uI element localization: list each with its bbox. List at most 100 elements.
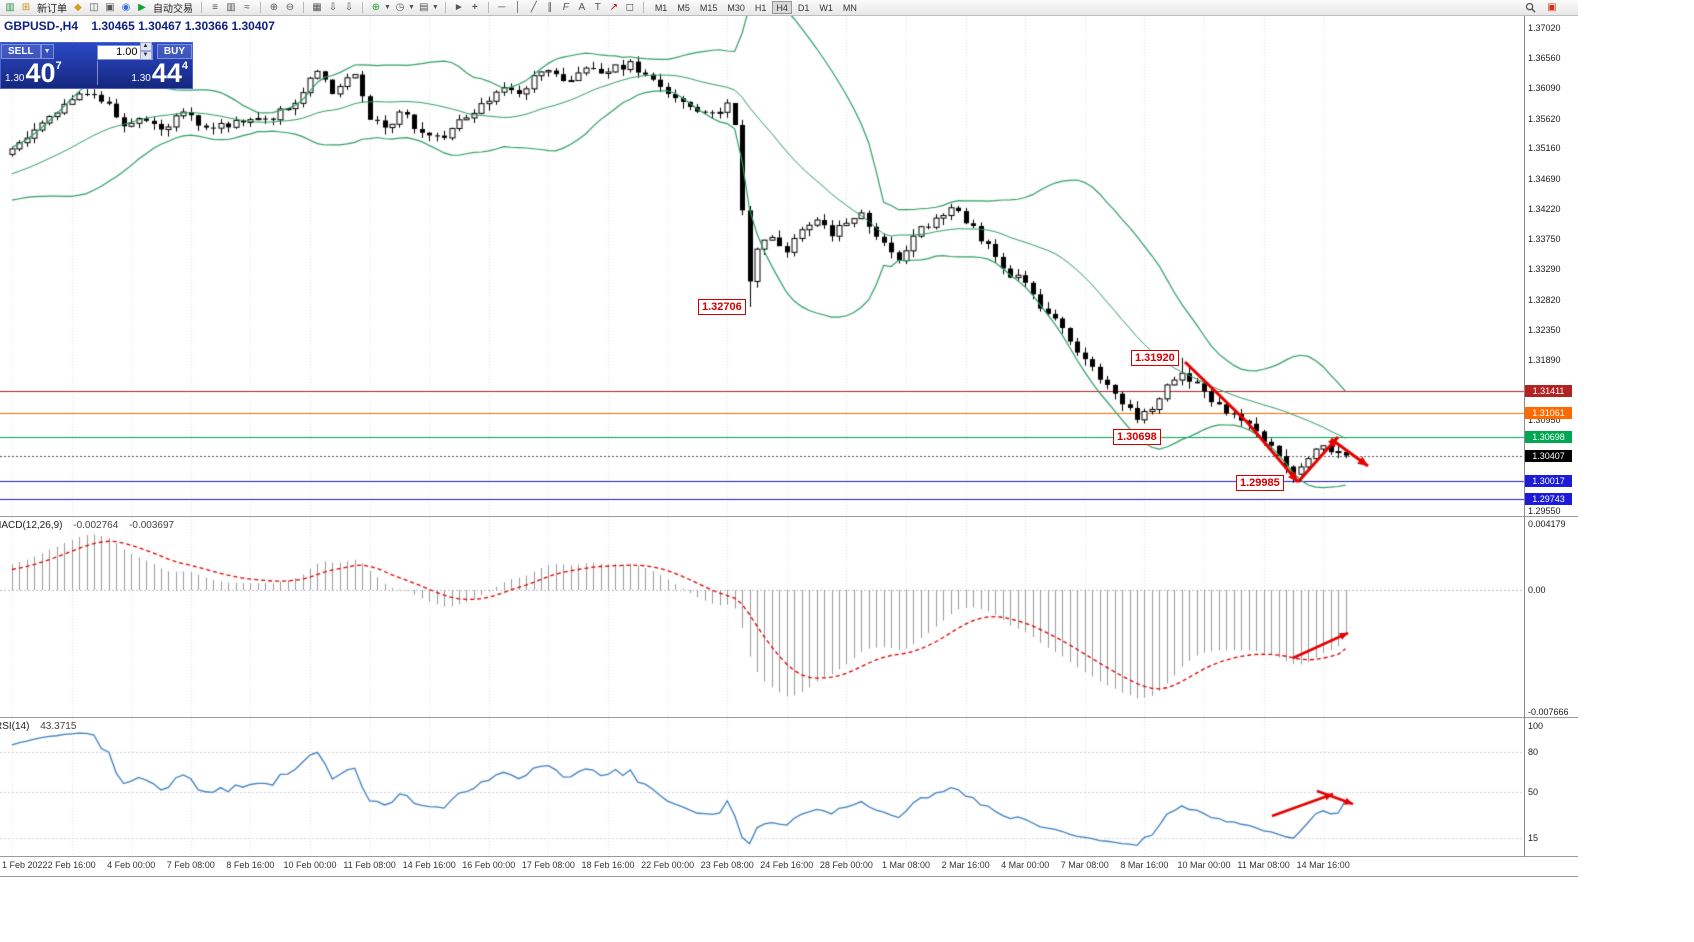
time-axis-label: 2 Feb 16:00: [47, 860, 96, 870]
crosshair-icon[interactable]: +: [471, 1, 478, 13]
panel-divider[interactable]: [0, 516, 1578, 517]
zoom-in-icon[interactable]: ⊕: [269, 1, 279, 13]
horizontal-line-icon[interactable]: ─: [498, 1, 506, 13]
price-axis-tick: 1.30950: [1528, 415, 1561, 426]
separator: [362, 2, 363, 13]
timeframe-D1[interactable]: D1: [797, 3, 810, 13]
timeframe-M30[interactable]: M30: [727, 3, 745, 13]
price-axis-tick: 1.34690: [1528, 173, 1561, 184]
chart-shift-icon[interactable]: ▣: [105, 1, 115, 13]
auto-trading-icon[interactable]: ▶: [138, 1, 146, 13]
chart-window-icon[interactable]: ◫: [89, 1, 99, 13]
ask-price[interactable]: 1.30 44 4: [131, 60, 188, 87]
add-indicator-icon[interactable]: ⊕: [371, 1, 381, 13]
rsi-axis-tick: 100: [1528, 720, 1544, 731]
shield-icon[interactable]: ◆: [74, 1, 82, 13]
timeframe-MN[interactable]: MN: [842, 3, 857, 13]
panel-divider: [0, 876, 1578, 877]
volume-presets-button[interactable]: ▼: [40, 43, 54, 59]
candlestick-chart-icon[interactable]: ▥: [226, 1, 236, 13]
panel-divider: [0, 856, 1578, 857]
trendline-icon[interactable]: ╱: [530, 1, 537, 13]
timeframe-W1[interactable]: W1: [819, 3, 833, 13]
chart-shift-end-icon[interactable]: ⇩: [344, 1, 354, 13]
macd-axis-tick: 0.00: [1528, 585, 1546, 596]
auto-trading-button[interactable]: 自动交易: [153, 4, 193, 15]
chevron-down-icon[interactable]: ▼: [407, 4, 415, 11]
time-axis-label: 11 Feb 08:00: [343, 860, 396, 870]
chevron-down-icon[interactable]: ▼: [384, 4, 391, 11]
main-chart-canvas[interactable]: [0, 16, 1524, 516]
bid-ask-divider: [96, 61, 98, 85]
bid-prefix: 1.30: [5, 73, 25, 84]
volume-control: ▲ ▼: [96, 42, 153, 60]
arrow-tool-icon[interactable]: ↗: [609, 1, 618, 13]
time-axis-label: 1 Feb 2022: [2, 860, 48, 870]
zoom-out-icon[interactable]: ⊖: [285, 1, 295, 13]
separator: [201, 2, 202, 13]
rsi-value: 43.3715: [40, 721, 77, 732]
chart-title: GBPUSD-,H4 1.30465 1.30467 1.30366 1.304…: [4, 19, 275, 33]
bid-price[interactable]: 1.30 40 7: [5, 60, 62, 87]
time-axis[interactable]: 1 Feb 2022 2 Feb 16:00 4 Feb 00:00 7 Feb 08…: [0, 857, 1524, 876]
timeframe-M1[interactable]: M1: [654, 3, 668, 13]
macd-value: -0.002764: [73, 520, 119, 531]
rsi-axis-tick: 15: [1528, 832, 1539, 843]
cursor-icon[interactable]: ►: [453, 1, 464, 13]
timeframe-H1[interactable]: H1: [754, 3, 767, 13]
period-selector-icon[interactable]: ◷: [395, 1, 405, 13]
channel-icon[interactable]: ∥: [547, 1, 553, 13]
rsi-label: RSI(14) 43.3715: [0, 721, 76, 732]
alert-icon[interactable]: ▣: [1547, 1, 1557, 13]
search-icon[interactable]: [1523, 1, 1537, 15]
symbol-period-label: GBPUSD-,H4: [4, 19, 79, 33]
panel-divider[interactable]: [0, 717, 1578, 718]
headset-icon[interactable]: ◉: [121, 1, 131, 13]
main-toolbar: ▥ ⊞ 新订单 ◆ ◫ ▣ ◉ ▶ 自动交易 ≡ ▥ ≈ ⊕ ⊖ ▦ ⇩ ⇩ ⊕…: [0, 0, 1578, 16]
price-badge: 1.30698: [1525, 430, 1572, 443]
new-order-icon[interactable]: ⊞: [21, 1, 31, 13]
separator: [444, 2, 446, 13]
tile-windows-icon[interactable]: ▦: [312, 1, 322, 13]
shapes-icon[interactable]: ◻: [625, 1, 634, 13]
template-icon[interactable]: ▤: [419, 1, 429, 13]
time-axis-label: 23 Feb 08:00: [700, 860, 754, 870]
buy-button[interactable]: BUY: [156, 43, 192, 59]
volume-increase-button[interactable]: ▲: [139, 42, 152, 51]
time-axis-label: 14 Feb 16:00: [402, 860, 456, 870]
separator: [303, 2, 304, 13]
fibonacci-icon[interactable]: F: [562, 1, 569, 13]
price-axis-tick: 1.33750: [1528, 234, 1561, 245]
price-badge: 1.31061: [1525, 407, 1572, 420]
price-axis-tick: 1.31890: [1528, 354, 1561, 365]
macd-signal-value: -0.003697: [129, 520, 175, 531]
volume-spinner: ▲ ▼: [139, 42, 152, 60]
chevron-down-icon[interactable]: ▼: [431, 4, 439, 11]
volume-input[interactable]: [96, 44, 153, 60]
line-chart-icon[interactable]: ≈: [244, 1, 250, 13]
new-order-button[interactable]: 新订单: [37, 4, 67, 15]
price-axis-tick: 1.32350: [1528, 324, 1561, 335]
price-axis-border: [1524, 16, 1525, 857]
volume-decrease-button[interactable]: ▼: [139, 51, 152, 60]
price-axis-tick: 1.36090: [1528, 83, 1561, 94]
text-label-icon[interactable]: T: [594, 1, 601, 13]
bar-chart-icon[interactable]: ≡: [212, 1, 218, 13]
price-badge: 1.29743: [1525, 492, 1572, 505]
charts-toolbar-icon[interactable]: ▥: [5, 1, 15, 13]
ask-prefix: 1.30: [131, 73, 151, 84]
timeframe-H4[interactable]: H4: [772, 1, 792, 14]
text-icon[interactable]: A: [578, 1, 586, 13]
vertical-line-icon[interactable]: │: [514, 1, 521, 13]
time-axis-label: 8 Feb 16:00: [226, 860, 275, 870]
auto-scroll-icon[interactable]: ⇩: [328, 1, 338, 13]
time-axis-label: 7 Mar 08:00: [1060, 860, 1109, 870]
timeframe-M15[interactable]: M15: [699, 3, 718, 13]
rsi-panel-canvas[interactable]: [0, 718, 1524, 856]
timeframe-M5[interactable]: M5: [677, 3, 690, 13]
rsi-axis-tick: 80: [1528, 747, 1539, 758]
sell-button[interactable]: SELL: [1, 43, 41, 59]
macd-panel-canvas[interactable]: [0, 517, 1524, 717]
price-annotation: 1.31920: [1131, 349, 1179, 366]
rsi-name: RSI(14): [0, 721, 30, 732]
